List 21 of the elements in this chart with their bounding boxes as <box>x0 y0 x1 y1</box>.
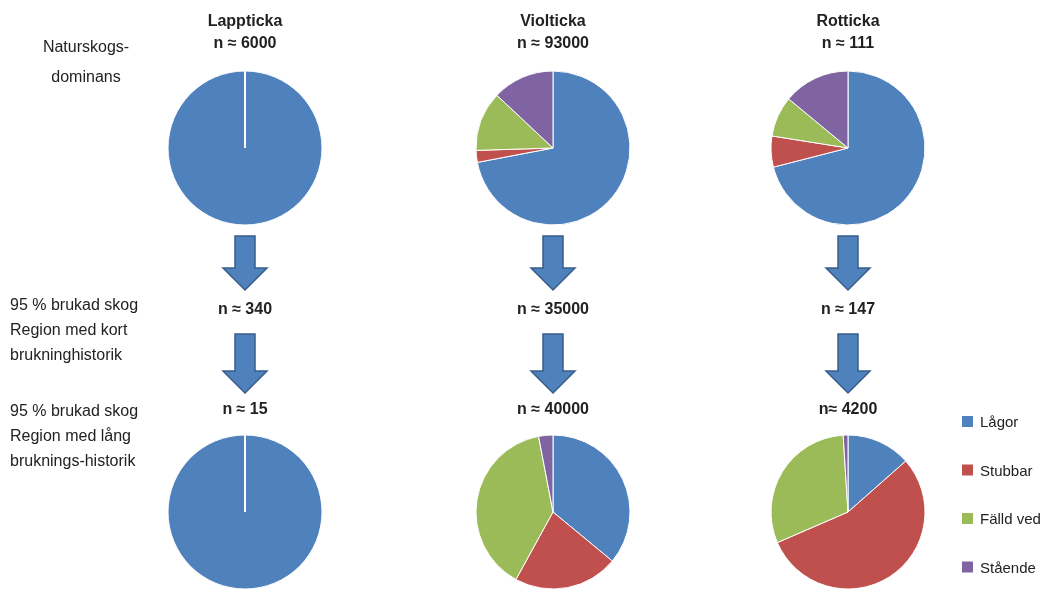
text: Naturskogs- dominans <box>42 38 130 85</box>
chart-subtitle: n ≈ 111 <box>821 34 875 51</box>
legend-label: Lågor <box>980 413 1019 430</box>
chart-subtitle: n ≈ 40000 <box>517 400 590 417</box>
chart-title: Violticka <box>520 12 586 29</box>
text: 95 % brukad skog Region med lång bruknings-historik <box>10 402 139 469</box>
text: n ≈ 35000 <box>517 300 590 317</box>
legend-label: Fälld ved <box>980 510 1041 527</box>
chart-subtitle: n≈ 4200 <box>818 400 878 417</box>
chart-subtitle: n ≈ 6000 <box>213 34 277 51</box>
text: n ≈ 147 <box>820 300 876 317</box>
text: n ≈ 340 <box>217 300 273 317</box>
legend-label: Stubbar <box>980 461 1033 479</box>
chart-subtitle: n ≈ 15 <box>222 400 268 417</box>
chart-subtitle: n ≈ 93000 <box>517 34 590 51</box>
chart-title: Rotticka <box>816 12 880 29</box>
text: 95 % brukad skog Region med kort brukninghistorik <box>10 296 139 363</box>
pie-slice <box>772 70 926 226</box>
legend-label: Stående <box>980 558 1036 576</box>
pie-slice <box>476 70 631 226</box>
chart-title: Lappticka <box>207 12 283 29</box>
